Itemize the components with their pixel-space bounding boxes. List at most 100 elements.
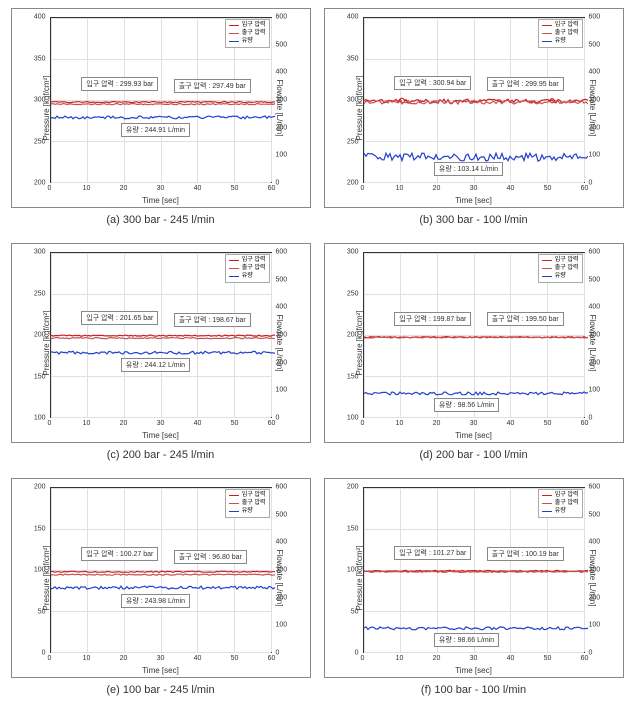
chart-5: 입구 압력 : 101.27 bar출구 압력 : 100.19 bar유량 :… [324, 478, 624, 678]
legend-row-flow: 유량 [229, 273, 266, 281]
legend-line-icon [229, 503, 239, 504]
legend-row-inlet: 입구 압력 [542, 492, 579, 500]
chart-caption: (c) 200 bar - 245 l/min [107, 449, 215, 461]
y-ticks-left: 050100150200 [32, 487, 48, 653]
x-axis-label: Time [sec] [455, 431, 492, 440]
legend-row-outlet: 출구 압력 [229, 30, 266, 38]
legend-line-icon [229, 33, 239, 34]
legend-line-icon [542, 260, 552, 261]
legend-label: 유량 [242, 38, 253, 46]
flow-line [364, 392, 588, 395]
legend-row-outlet: 출구 압력 [542, 265, 579, 273]
flow-line [51, 586, 275, 589]
legend-line-icon [542, 511, 552, 512]
legend: 입구 압력출구 압력유량 [538, 489, 583, 518]
legend-line-icon [542, 33, 552, 34]
outlet-annotation: 출구 압력 : 100.19 bar [487, 547, 564, 561]
legend-label: 유량 [555, 273, 566, 281]
chart-caption: (d) 200 bar - 100 l/min [419, 449, 527, 461]
legend-line-icon [229, 41, 239, 42]
legend-line-icon [542, 276, 552, 277]
inlet-annotation: 입구 압력 : 100.27 bar [81, 547, 158, 561]
inlet-annotation: 입구 압력 : 300.94 bar [394, 76, 471, 90]
legend-row-inlet: 입구 압력 [229, 492, 266, 500]
legend-row-outlet: 출구 압력 [229, 500, 266, 508]
legend-label: 유량 [555, 38, 566, 46]
legend-line-icon [229, 511, 239, 512]
flow-annotation: 유량 : 243.98 L/min [121, 594, 190, 608]
x-axis-label: Time [sec] [142, 666, 179, 675]
y-ticks-right: 0100200300400500600 [274, 17, 290, 183]
x-ticks: 0102030405060 [363, 185, 585, 195]
outlet-annotation: 출구 압력 : 198.67 bar [174, 313, 251, 327]
y-ticks-left: 050100150200 [345, 487, 361, 653]
chart-caption: (f) 100 bar - 100 l/min [421, 684, 526, 696]
legend-row-outlet: 출구 압력 [229, 265, 266, 273]
legend-line-icon [229, 268, 239, 269]
legend-row-outlet: 출구 압력 [542, 500, 579, 508]
outlet-annotation: 출구 압력 : 199.50 bar [487, 312, 564, 326]
y-ticks-left: 100150200250300 [345, 252, 361, 418]
legend-label: 출구 압력 [242, 500, 266, 508]
legend-label: 입구 압력 [555, 492, 579, 500]
flow-line [364, 627, 588, 630]
x-ticks: 0102030405060 [50, 185, 272, 195]
x-axis-label: Time [sec] [142, 431, 179, 440]
flow-annotation: 유량 : 244.12 L/min [121, 358, 190, 372]
legend-label: 출구 압력 [555, 500, 579, 508]
legend-line-icon [542, 268, 552, 269]
legend-label: 출구 압력 [242, 30, 266, 38]
flow-line [51, 116, 275, 119]
chart-4: 입구 압력 : 100.27 bar 출구 압력 : 96.80 bar 유량 : … [11, 478, 311, 678]
chart-caption: (a) 300 bar - 245 l/min [106, 214, 214, 226]
legend: 입구 압력출구 압력유량 [538, 19, 583, 48]
outlet-annotation: 출구 압력 : 297.49 bar [174, 79, 251, 93]
x-axis-label: Time [sec] [455, 196, 492, 205]
chart-panel-3: 입구 압력 : 199.87 bar출구 압력 : 199.50 bar유량 :… [321, 243, 626, 466]
chart-caption: (e) 100 bar - 245 l/min [106, 684, 214, 696]
chart-panel-5: 입구 압력 : 101.27 bar출구 압력 : 100.19 bar유량 :… [321, 478, 626, 701]
x-ticks: 0102030405060 [363, 420, 585, 430]
legend-label: 출구 압력 [555, 265, 579, 273]
legend-label: 출구 압력 [555, 30, 579, 38]
legend-row-flow: 유량 [542, 38, 579, 46]
chart-1: 입구 압력 : 300.94 bar출구 압력 : 299.95 bar유량 :… [324, 8, 624, 208]
legend-row-flow: 유량 [229, 508, 266, 516]
chart-caption: (b) 300 bar - 100 l/min [419, 214, 527, 226]
legend-label: 입구 압력 [242, 257, 266, 265]
y-ticks-left: 200250300350400 [32, 17, 48, 183]
flow-line [51, 351, 275, 354]
legend-label: 입구 압력 [555, 257, 579, 265]
legend-line-icon [229, 276, 239, 277]
legend: 입구 압력출구 압력유량 [225, 254, 270, 283]
legend-label: 출구 압력 [242, 265, 266, 273]
legend-label: 유량 [242, 273, 253, 281]
legend-label: 유량 [242, 508, 253, 516]
x-axis-label: Time [sec] [455, 666, 492, 675]
legend-line-icon [542, 503, 552, 504]
chart-panel-0: 입구 압력 : 299.93 bar출구 압력 : 297.49 bar유량 :… [8, 8, 313, 231]
chart-3: 입구 압력 : 199.87 bar출구 압력 : 199.50 bar유량 :… [324, 243, 624, 443]
legend: 입구 압력출구 압력유량 [225, 489, 270, 518]
outlet-line [51, 104, 275, 105]
legend-line-icon [542, 41, 552, 42]
inlet-annotation: 입구 압력 : 199.87 bar [394, 312, 471, 326]
legend-line-icon [542, 495, 552, 496]
y-ticks-left: 100150200250300 [32, 252, 48, 418]
y-ticks-right: 0100200300400500600 [274, 252, 290, 418]
y-ticks-left: 200250300350400 [345, 17, 361, 183]
outlet-line [51, 574, 275, 575]
outlet-annotation: 출구 압력 : 299.95 bar [487, 77, 564, 91]
y-ticks-right: 0100200300400500600 [587, 487, 603, 653]
outlet-annotation: 출구 압력 : 96.80 bar [174, 550, 247, 564]
inlet-line [51, 102, 275, 103]
y-ticks-right: 0100200300400500600 [587, 252, 603, 418]
legend-row-inlet: 입구 압력 [229, 257, 266, 265]
outlet-line [51, 338, 275, 339]
legend-row-flow: 유량 [542, 508, 579, 516]
chart-0: 입구 압력 : 299.93 bar출구 압력 : 297.49 bar유량 :… [11, 8, 311, 208]
chart-2: 입구 압력 : 201.65 bar출구 압력 : 198.67 bar유량 :… [11, 243, 311, 443]
legend-row-flow: 유량 [542, 273, 579, 281]
flow-line [364, 153, 588, 161]
legend: 입구 압력출구 압력유량 [538, 254, 583, 283]
